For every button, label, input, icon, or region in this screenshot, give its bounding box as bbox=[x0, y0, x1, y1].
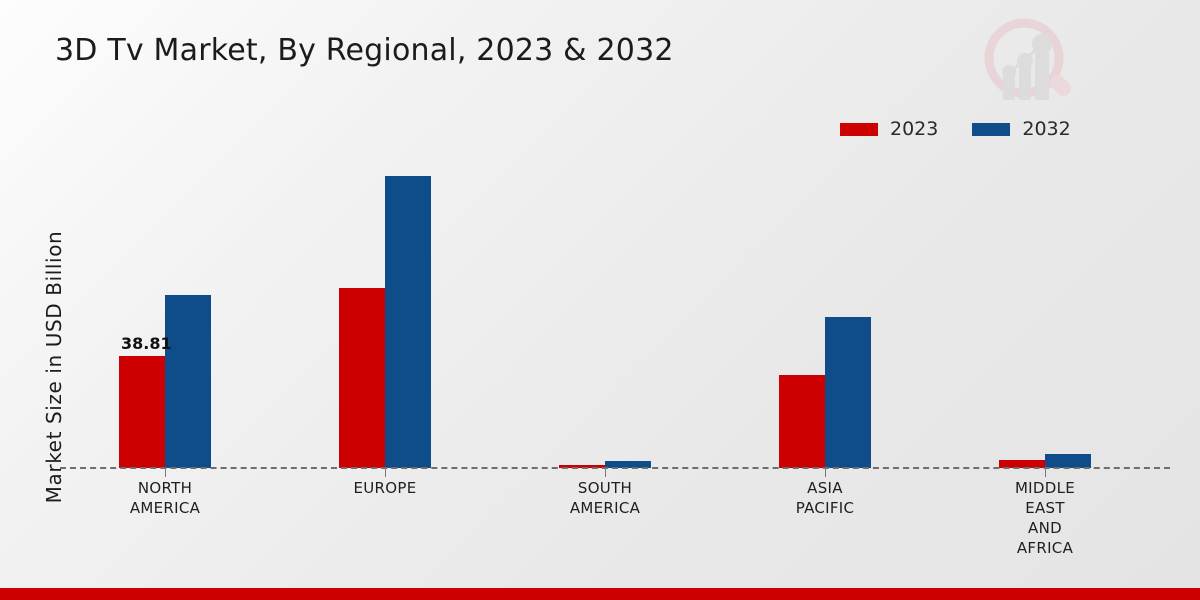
company-logo-watermark bbox=[984, 18, 1071, 100]
plot-area: 38.81 bbox=[60, 150, 1170, 468]
legend-swatch-2023 bbox=[840, 122, 878, 136]
bar-2023-middle-east-and-africa[interactable] bbox=[999, 460, 1045, 468]
x-axis-tick bbox=[825, 468, 826, 477]
x-axis-baseline bbox=[60, 467, 1170, 469]
chart-title: 3D Tv Market, By Regional, 2023 & 2032 bbox=[55, 33, 674, 68]
x-axis-tick bbox=[165, 468, 166, 477]
bar-2032-europe[interactable] bbox=[385, 176, 431, 468]
bar-2023-asia-pacific[interactable] bbox=[779, 375, 825, 468]
x-axis-tick bbox=[605, 468, 606, 477]
footer-accent-bar bbox=[0, 588, 1200, 600]
bar-group: 38.81 bbox=[119, 295, 211, 468]
bar-2032-asia-pacific[interactable] bbox=[825, 317, 871, 468]
bar-2023-north-america[interactable] bbox=[119, 356, 165, 468]
bar-2032-middle-east-and-africa[interactable] bbox=[1045, 454, 1091, 468]
legend-swatch-2032 bbox=[972, 122, 1011, 136]
x-axis-tick bbox=[385, 468, 386, 477]
legend-item-2032[interactable]: 2032 bbox=[972, 118, 1071, 140]
x-axis-category-label: NORTH AMERICA bbox=[129, 479, 201, 517]
x-axis-category-label: SOUTH AMERICA bbox=[569, 479, 641, 517]
x-axis-category-label: EUROPE bbox=[353, 479, 417, 497]
legend-label-2032: 2032 bbox=[1022, 118, 1071, 140]
bar-2023-europe[interactable] bbox=[339, 288, 385, 468]
bar-group bbox=[339, 176, 431, 468]
bar-2032-north-america[interactable] bbox=[165, 295, 211, 468]
legend-label-2023: 2023 bbox=[890, 118, 939, 140]
bar-2023-south-america[interactable] bbox=[559, 465, 605, 468]
bar-2032-south-america[interactable] bbox=[605, 461, 651, 468]
bar-group bbox=[559, 461, 651, 468]
x-axis-category-label: ASIA PACIFIC bbox=[795, 479, 855, 517]
bar-group bbox=[779, 317, 871, 468]
bar-group bbox=[999, 454, 1091, 468]
chart-legend: 2023 2032 bbox=[840, 118, 1071, 140]
x-axis-tick bbox=[1045, 468, 1046, 477]
bar-value-label: 38.81 bbox=[121, 334, 172, 353]
legend-item-2023[interactable]: 2023 bbox=[840, 118, 938, 140]
x-axis-category-label: MIDDLE EAST AND AFRICA bbox=[1014, 479, 1076, 557]
